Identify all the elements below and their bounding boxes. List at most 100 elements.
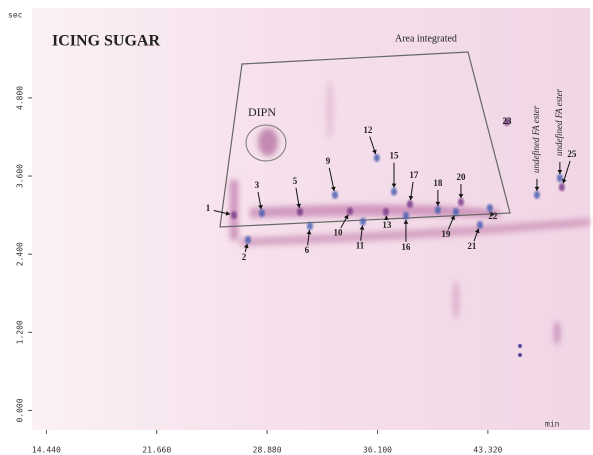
peak: 11 <box>356 217 366 251</box>
peak: 18 <box>433 178 443 214</box>
peak: 16 <box>401 211 411 252</box>
peak: 9 <box>326 156 339 199</box>
arrow-head <box>435 201 441 206</box>
arrow-head <box>225 210 231 216</box>
arrow-head <box>359 225 365 230</box>
spot <box>518 353 522 357</box>
peak-spot <box>457 198 464 207</box>
arrow-head <box>561 178 567 184</box>
peak-label: 12 <box>363 125 373 135</box>
peak-label: 22 <box>488 211 498 221</box>
x-tick-label: 28.880 <box>253 446 282 455</box>
peak-label: 18 <box>433 178 443 188</box>
peak: 6 <box>305 222 313 255</box>
x-tick-label: 21.660 <box>142 446 171 455</box>
peak: 1 <box>206 203 237 220</box>
peak: 23 <box>502 116 512 126</box>
integration-area <box>219 51 511 228</box>
spot <box>518 344 522 348</box>
peak-label: 20 <box>456 172 466 182</box>
peak-spot <box>332 190 339 199</box>
arrow-head <box>243 243 249 249</box>
arrow-head <box>403 219 409 224</box>
peak-spot <box>296 207 303 216</box>
peak-spot <box>306 222 313 231</box>
peak-label: 2 <box>242 252 247 262</box>
peak-label: 16 <box>401 242 411 252</box>
peak-label: 3 <box>255 180 260 190</box>
arrow-head <box>296 203 302 208</box>
peak-label: 15 <box>390 151 400 161</box>
peak: 12 <box>363 125 380 162</box>
peak-spot <box>391 187 398 196</box>
peak-label: undefined FA ester <box>554 88 564 156</box>
peak-label: 17 <box>409 170 419 180</box>
y-tick-label: 4.800 <box>16 86 25 110</box>
y-tick-label: 2.400 <box>16 242 25 266</box>
arrow-head <box>258 204 263 210</box>
arrow-head <box>458 194 464 199</box>
peak: 25 <box>558 149 577 192</box>
peak-spot <box>476 220 483 229</box>
arrow-head <box>450 215 455 221</box>
y-tick-label: 0.000 <box>16 398 25 422</box>
arrow-head <box>372 149 377 155</box>
plot-background <box>32 8 590 430</box>
peak-spot <box>486 203 493 212</box>
peak: 22 <box>486 203 498 221</box>
peak-spot <box>373 153 380 162</box>
peak-spot <box>258 209 265 218</box>
peak-spot <box>406 200 413 209</box>
peak-spot <box>556 174 563 182</box>
chart-title: ICING SUGAR <box>52 33 160 50</box>
arrow-head <box>490 211 495 217</box>
peak: 17 <box>406 170 419 209</box>
group-label: DIPN <box>248 105 276 119</box>
arrow-head <box>534 186 540 191</box>
peak-spot <box>402 211 409 220</box>
peak: 5 <box>293 176 303 216</box>
peak-label: 21 <box>467 241 477 251</box>
arrow-head <box>557 170 563 174</box>
peak: undefined FA ester <box>531 105 541 199</box>
peak-label: 11 <box>356 241 365 251</box>
peak: 21 <box>467 220 483 251</box>
arrow-head <box>330 186 336 192</box>
x-tick-label: 14.440 <box>32 446 61 455</box>
peak-label: 9 <box>326 156 331 166</box>
y-tick-label: 1.200 <box>16 320 25 344</box>
arrow-head <box>306 230 312 235</box>
peak: undefined FA ester <box>554 88 564 182</box>
peak-spot <box>452 207 459 216</box>
peak-spot <box>245 235 252 244</box>
peak-label: 6 <box>305 245 310 255</box>
arrow-head <box>391 183 397 188</box>
peak-label: 1 <box>206 203 211 213</box>
arrow-head <box>408 195 414 201</box>
arrow-head <box>474 228 480 234</box>
peak-spot <box>503 118 510 126</box>
region-label: Area integrated <box>395 33 457 44</box>
peak-spot <box>346 207 353 216</box>
arrow-head <box>344 214 349 220</box>
peak-spot <box>558 183 565 192</box>
peak: 3 <box>255 180 265 218</box>
peak-spot <box>382 207 389 216</box>
y-axis-label: sec <box>8 11 23 20</box>
peak-label: 25 <box>567 149 577 159</box>
peak-label: 5 <box>293 176 298 186</box>
peak: 10 <box>333 207 353 237</box>
peak-label: 10 <box>333 227 343 237</box>
x-tick-label: 43.320 <box>473 446 502 455</box>
peak-spot <box>230 211 237 220</box>
x-axis-label: min <box>545 420 560 429</box>
peak-spot <box>533 190 540 199</box>
x-tick-label: 36.100 <box>363 446 392 455</box>
peak-spot <box>434 205 441 214</box>
y-tick-label: 3.600 <box>16 164 25 188</box>
peak: 20 <box>456 172 466 207</box>
peak-spot <box>359 217 366 226</box>
arrow-head <box>384 215 389 221</box>
peak: 2 <box>242 235 252 262</box>
